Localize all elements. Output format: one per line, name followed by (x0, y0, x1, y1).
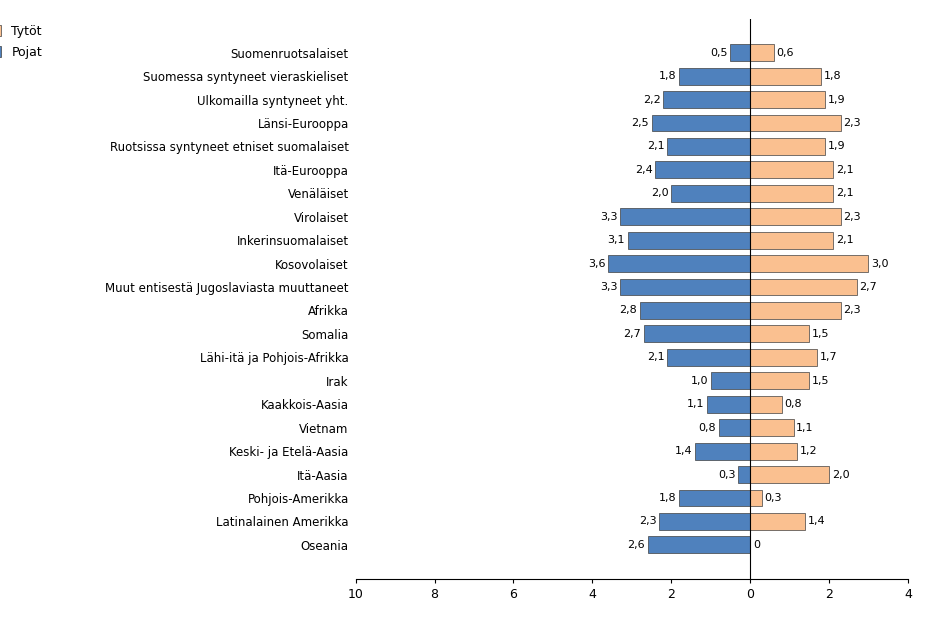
Bar (750, 302, 841, 319)
Bar (750, 489, 762, 506)
Text: 3,1: 3,1 (607, 235, 625, 245)
Bar (620, 208, 750, 225)
Legend: Tytöt, Pojat: Tytöt, Pojat (0, 25, 42, 58)
Text: 1,8: 1,8 (824, 71, 841, 81)
Bar (750, 138, 826, 155)
Text: 2,1: 2,1 (647, 142, 665, 152)
Bar (750, 419, 794, 436)
Bar (750, 44, 774, 61)
Bar (750, 513, 805, 530)
Text: 1,0: 1,0 (691, 376, 708, 386)
Bar (750, 466, 829, 483)
Text: 1,7: 1,7 (820, 352, 838, 362)
Bar (648, 537, 750, 554)
Text: 2,3: 2,3 (639, 516, 657, 526)
Text: 2,4: 2,4 (635, 165, 652, 175)
Bar (750, 443, 797, 460)
Bar (750, 349, 817, 366)
Bar (620, 279, 750, 296)
Bar (750, 114, 841, 131)
Bar (660, 513, 750, 530)
Bar (707, 396, 750, 413)
Bar (628, 231, 750, 248)
Text: 1,2: 1,2 (800, 446, 818, 456)
Bar (639, 302, 750, 319)
Text: 0,8: 0,8 (784, 399, 802, 409)
Text: 2,6: 2,6 (627, 540, 645, 550)
Bar (655, 162, 750, 179)
Text: 2,7: 2,7 (623, 329, 641, 339)
Text: 1,9: 1,9 (827, 142, 845, 152)
Bar (695, 443, 750, 460)
Text: 1,8: 1,8 (659, 71, 677, 81)
Bar (750, 255, 869, 272)
Text: 2,1: 2,1 (647, 352, 665, 362)
Text: 2,5: 2,5 (631, 118, 649, 128)
Bar (750, 162, 833, 179)
Text: 1,1: 1,1 (797, 423, 813, 433)
Bar (750, 279, 856, 296)
Bar (608, 255, 750, 272)
Text: 0: 0 (753, 540, 760, 550)
Bar (750, 396, 782, 413)
Text: 2,1: 2,1 (836, 235, 854, 245)
Bar (750, 372, 810, 389)
Bar (680, 489, 750, 506)
Bar (750, 91, 826, 108)
Bar (750, 208, 841, 225)
Text: 3,3: 3,3 (600, 282, 617, 292)
Bar (667, 138, 750, 155)
Text: 0,5: 0,5 (710, 48, 727, 58)
Text: 0,3: 0,3 (765, 493, 782, 503)
Bar (671, 185, 750, 202)
Text: 0,8: 0,8 (698, 423, 716, 433)
Text: 2,3: 2,3 (843, 118, 861, 128)
Bar (750, 185, 833, 202)
Bar (750, 68, 821, 85)
Bar (750, 325, 810, 342)
Text: 1,8: 1,8 (659, 493, 677, 503)
Bar (680, 68, 750, 85)
Text: 2,1: 2,1 (836, 165, 854, 175)
Bar (750, 231, 833, 248)
Text: 2,0: 2,0 (651, 188, 668, 198)
Text: 0,6: 0,6 (777, 48, 794, 58)
Text: 1,1: 1,1 (686, 399, 704, 409)
Text: 1,4: 1,4 (675, 446, 692, 456)
Text: 1,4: 1,4 (808, 516, 826, 526)
Text: 1,9: 1,9 (827, 94, 845, 104)
Text: 2,3: 2,3 (843, 212, 861, 222)
Bar (730, 44, 750, 61)
Text: 2,3: 2,3 (843, 306, 861, 316)
Text: 3,6: 3,6 (588, 259, 606, 269)
Text: 2,7: 2,7 (859, 282, 877, 292)
Text: 2,2: 2,2 (643, 94, 661, 104)
Bar (719, 419, 750, 436)
Bar (667, 349, 750, 366)
Bar (644, 325, 750, 342)
Bar (739, 466, 750, 483)
Bar (664, 91, 750, 108)
Text: 2,1: 2,1 (836, 188, 854, 198)
Text: 3,0: 3,0 (871, 259, 889, 269)
Text: 2,8: 2,8 (620, 306, 636, 316)
Text: 1,5: 1,5 (812, 329, 829, 339)
Bar (651, 114, 750, 131)
Text: 1,5: 1,5 (812, 376, 829, 386)
Text: 3,3: 3,3 (600, 212, 617, 222)
Text: 0,3: 0,3 (718, 469, 736, 479)
Text: 2,0: 2,0 (832, 469, 849, 479)
Bar (710, 372, 750, 389)
